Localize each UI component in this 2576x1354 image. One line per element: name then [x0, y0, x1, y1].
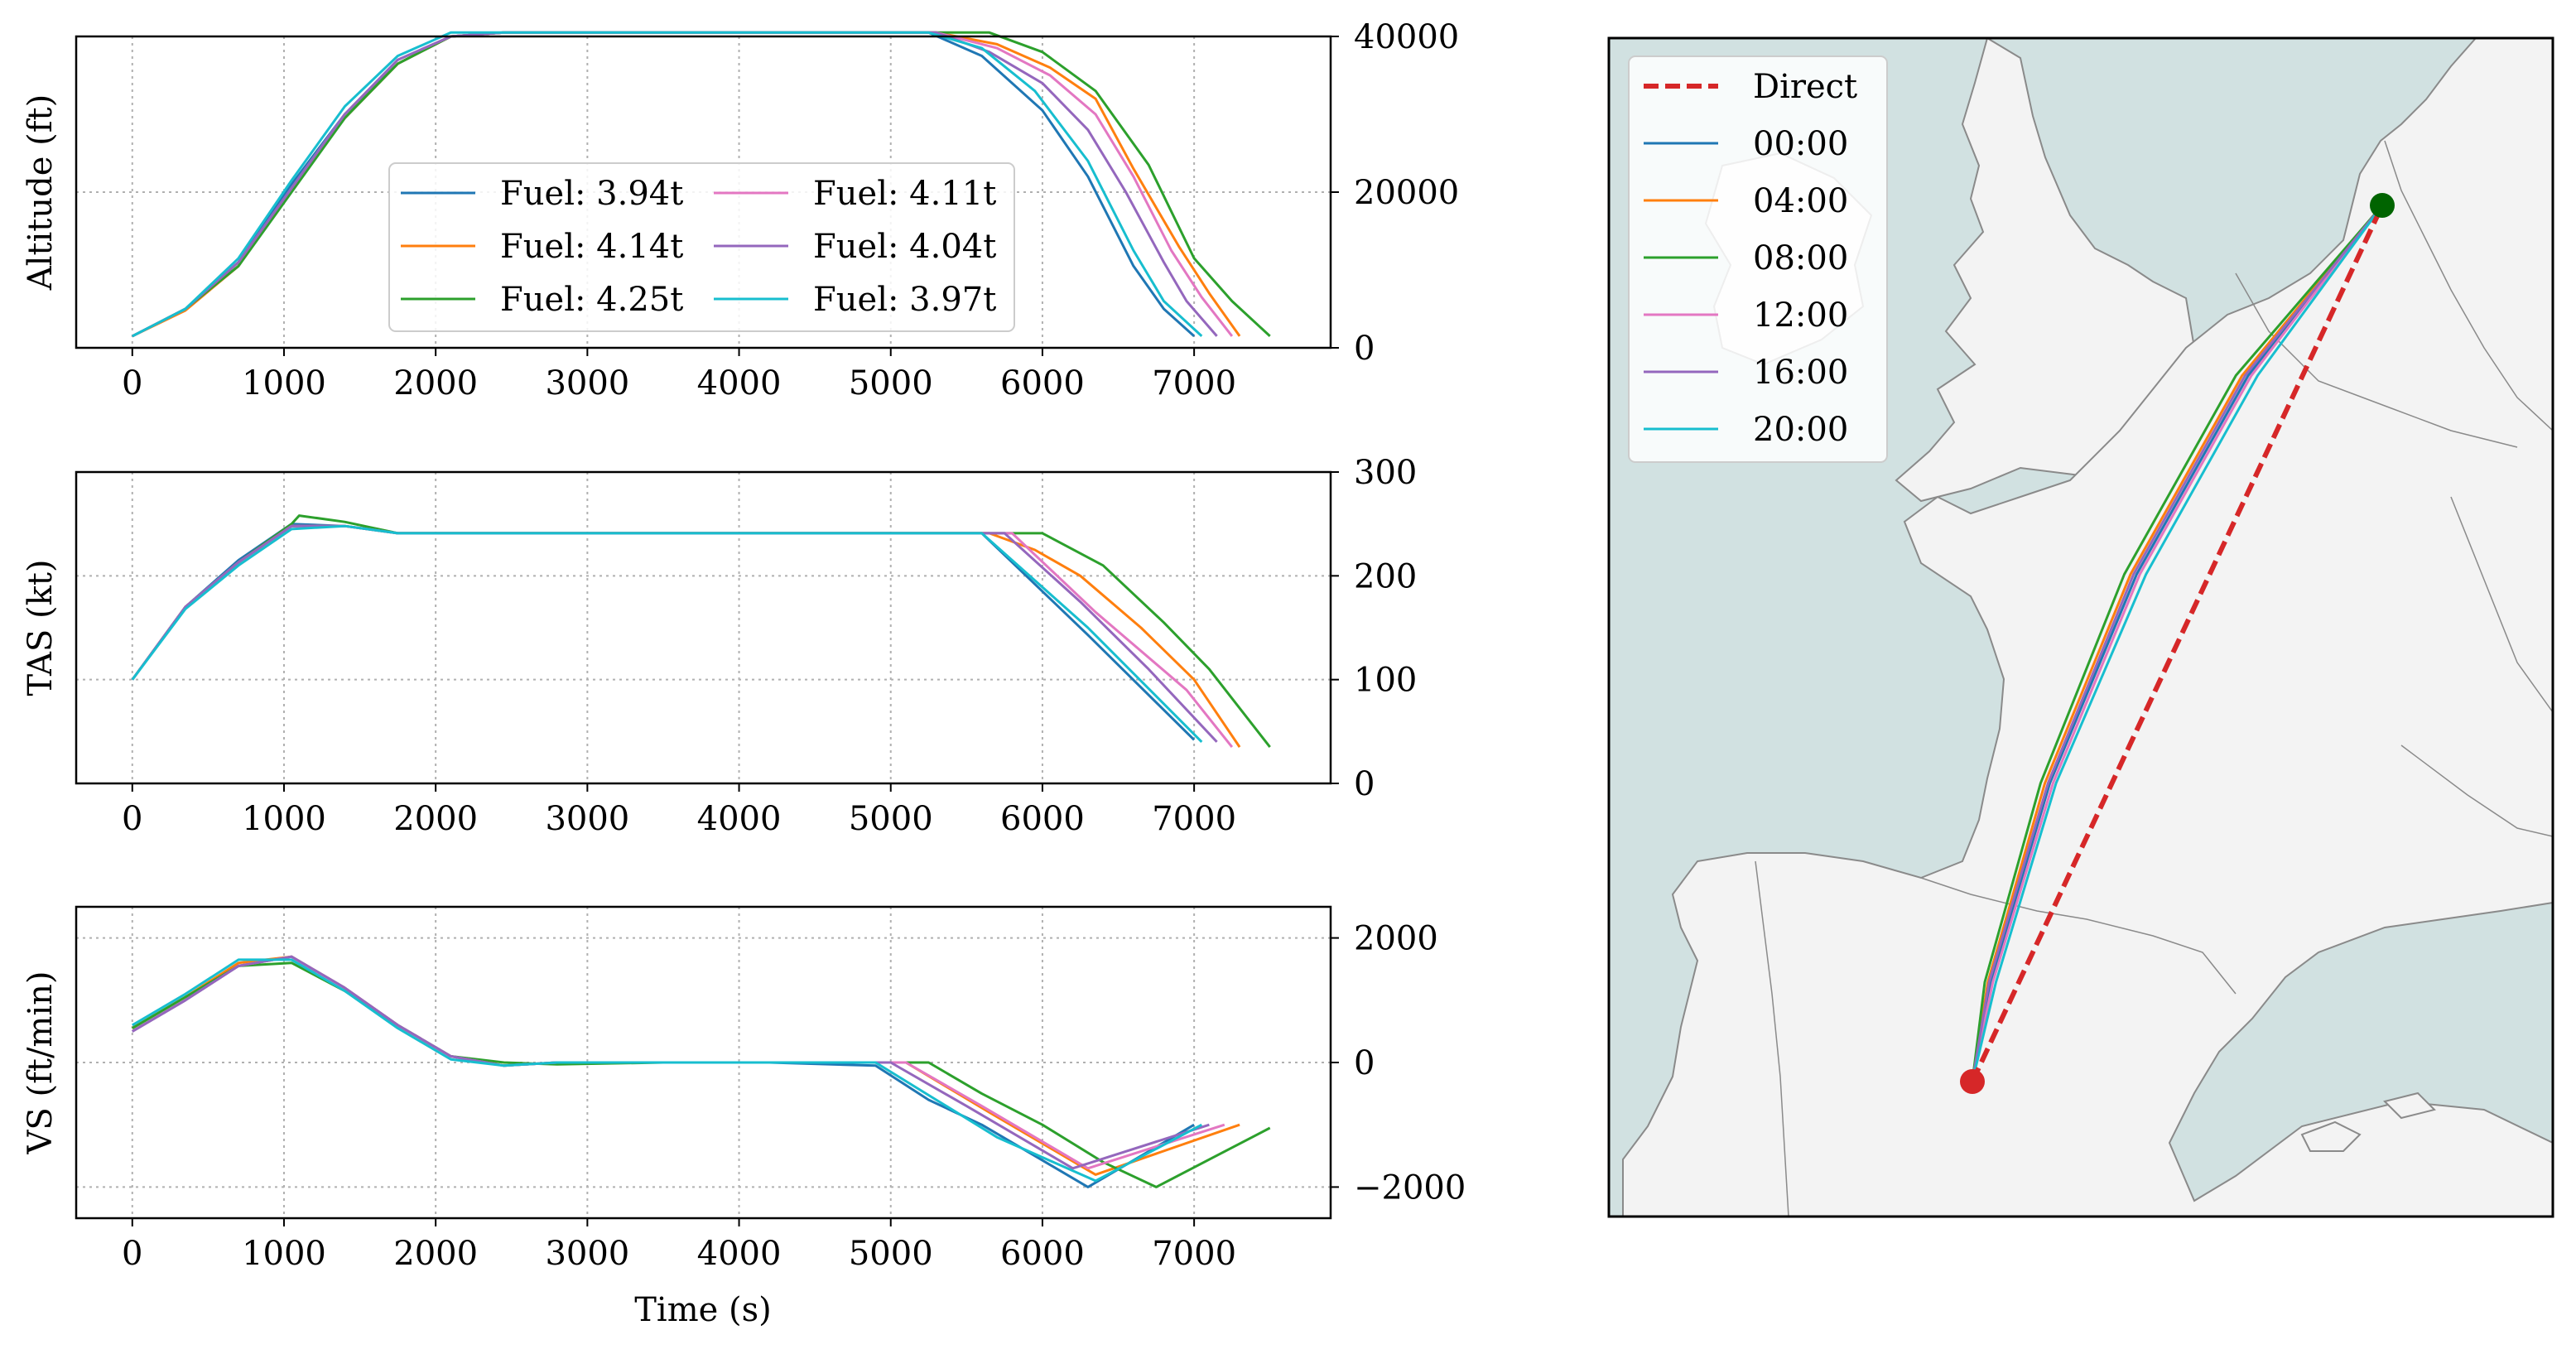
fuel-legend-box — [388, 162, 1015, 332]
route-00-00 — [1971, 205, 2384, 1082]
tas-x-ticks: 0 1000 2000 3000 4000 5000 6000 7000 — [122, 783, 1236, 838]
altitude-ytick-label: 20000 — [1354, 174, 1459, 212]
tas-panel: 0 1000 2000 3000 4000 5000 6000 7000 0 100 200 300… — [22, 454, 1417, 838]
legend-label-2000: 20:00 — [1753, 411, 1848, 449]
map-frame — [1607, 36, 2554, 1218]
legend-label-fuel-404: Fuel: 4.04t — [813, 228, 996, 266]
legend-label-fuel-394: Fuel: 3.94t — [500, 175, 683, 213]
vs-ytick-label: 2000 — [1354, 920, 1438, 958]
altitude-y-ticks: 0 20000 40000 — [1331, 18, 1459, 368]
altitude-ytick-label: 0 — [1354, 330, 1375, 368]
tas-xtick-label: 7000 — [1152, 800, 1236, 838]
tas-xtick-label: 2000 — [393, 800, 478, 838]
legend-label-fuel-414: Fuel: 4.14t — [500, 228, 683, 266]
vs-xtick-label: 1000 — [242, 1235, 326, 1273]
legend-label-1600: 16:00 — [1753, 354, 1848, 392]
tas-grid — [76, 471, 1331, 784]
tas-axes-frame — [75, 470, 1332, 785]
altitude-xtick-label: 2000 — [393, 364, 478, 402]
tas-xtick-label: 1000 — [242, 800, 326, 838]
origin-marker — [1960, 1069, 1985, 1094]
route-08-00 — [1971, 205, 2384, 1082]
legend-label-fuel-425: Fuel: 4.25t — [500, 281, 683, 319]
land-balearic — [2300, 1120, 2362, 1152]
altitude-xtick-label: 5000 — [849, 364, 933, 402]
legend-label-0400: 04:00 — [1753, 182, 1848, 220]
tas-xtick-label: 3000 — [545, 800, 629, 838]
altitude-series-fuel-3-97t — [132, 31, 1203, 338]
altitude-ylabel: Altitude (ft) — [22, 94, 60, 291]
altitude-xtick-label: 0 — [122, 364, 142, 402]
vs-xtick-label: 7000 — [1152, 1235, 1236, 1273]
tas-series-20-00 — [131, 524, 1203, 743]
route-16-00 — [1971, 205, 2384, 1082]
vs-series-20-00 — [132, 958, 1203, 1183]
route-20-00 — [1971, 205, 2384, 1082]
altitude-x-ticks: 0 1000 2000 3000 4000 5000 6000 7000 — [122, 348, 1236, 402]
vs-xtick-label: 0 — [122, 1235, 142, 1273]
vs-lines — [132, 955, 1271, 1188]
vs-xtick-label: 4000 — [697, 1235, 782, 1273]
route-legend: Direct 00:00 04:00 08:00 12:00 16:00 20:… — [1628, 55, 1888, 463]
altitude-ytick-label: 40000 — [1354, 18, 1459, 56]
vs-x-ticks: 0 1000 2000 3000 4000 5000 6000 7000 — [122, 1218, 1236, 1273]
legend-label-0800: 08:00 — [1753, 239, 1848, 277]
altitude-panel: 0 1000 2000 3000 4000 5000 6000 7000 0 20000 4000… — [22, 18, 1459, 402]
altitude-xtick-label: 4000 — [697, 364, 782, 402]
altitude-xtick-label: 1000 — [242, 364, 326, 402]
legend-label-fuel-397: Fuel: 3.97t — [813, 281, 996, 319]
vs-xtick-label: 5000 — [849, 1235, 933, 1273]
tas-ytick-label: 300 — [1354, 454, 1417, 492]
tas-xtick-label: 6000 — [1000, 800, 1085, 838]
vs-ytick-label: 0 — [1354, 1044, 1375, 1082]
vs-xtick-label: 2000 — [393, 1235, 478, 1273]
vs-ylabel: VS (ft/min) — [22, 971, 60, 1154]
tas-xtick-label: 4000 — [697, 800, 782, 838]
vs-y-ticks: −2000 0 2000 — [1331, 920, 1466, 1207]
vs-xtick-label: 3000 — [545, 1235, 629, 1273]
altitude-xtick-label: 6000 — [1000, 364, 1085, 402]
vs-xlabel: Time (s) — [634, 1291, 772, 1329]
route-direct — [1970, 204, 2385, 1083]
tas-ytick-label: 200 — [1354, 557, 1417, 595]
legend-label-1200: 12:00 — [1753, 296, 1848, 335]
tas-ylabel: TAS (kt) — [22, 559, 60, 696]
vs-xtick-label: 6000 — [1000, 1235, 1085, 1273]
land-majorca — [2383, 1091, 2436, 1120]
vs-panel: 0 1000 2000 3000 4000 5000 6000 7000 −2000 0 2000… — [22, 905, 1466, 1329]
map-borders — [1755, 140, 2553, 1217]
tas-xtick-label: 5000 — [849, 800, 933, 838]
legend-label-direct: Direct — [1753, 68, 1857, 106]
tas-ytick-label: 0 — [1354, 765, 1375, 803]
map-routes — [1970, 204, 2385, 1083]
route-12-00 — [1971, 205, 2384, 1082]
land-britain — [1895, 38, 2196, 503]
legend-label-fuel-411: Fuel: 4.11t — [813, 175, 996, 213]
altitude-xtick-label: 7000 — [1152, 364, 1236, 402]
tas-xtick-label: 0 — [122, 800, 142, 838]
destination-marker — [2370, 193, 2395, 218]
altitude-xtick-label: 3000 — [545, 364, 629, 402]
fuel-legend: Fuel: 3.94t Fuel: 4.14t Fuel: 4.25t Fuel… — [388, 162, 1015, 332]
route-legend-box — [1628, 55, 1888, 463]
route-map-panel: Direct 00:00 04:00 08:00 12:00 16:00 20:… — [1607, 36, 2554, 1218]
tas-lines — [131, 514, 1271, 749]
tas-y-ticks: 0 100 200 300 — [1331, 454, 1417, 803]
legend-label-0000: 00:00 — [1753, 125, 1848, 163]
altitude-lines — [132, 31, 1271, 338]
vs-ytick-label: −2000 — [1354, 1168, 1466, 1207]
tas-ytick-label: 100 — [1354, 662, 1417, 700]
